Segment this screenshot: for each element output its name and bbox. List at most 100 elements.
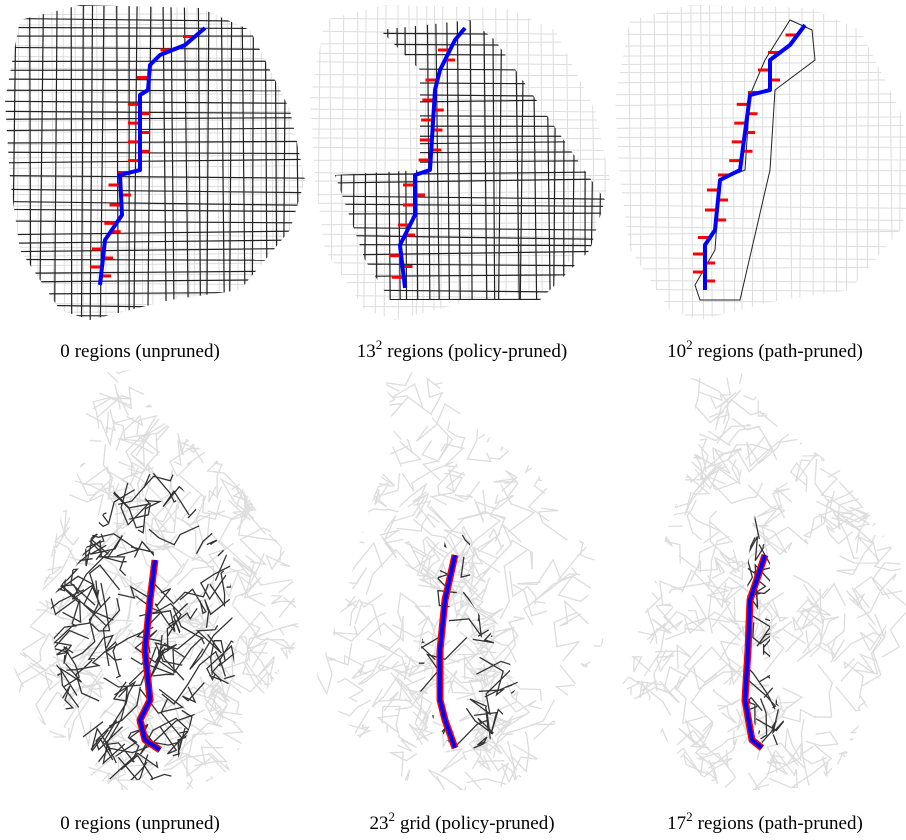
road [786,576,790,609]
road [642,396,669,457]
road [838,421,878,476]
street [5,239,305,244]
road [681,374,730,425]
road [71,550,111,608]
street [615,61,906,66]
road [578,716,604,743]
road [745,515,787,540]
caption-exponent: 2 [686,809,693,824]
road [16,632,56,677]
street [335,140,605,146]
road [181,682,205,704]
road [620,603,630,662]
road [558,397,582,447]
road [66,440,96,497]
road [864,441,906,478]
road [254,712,300,746]
road [744,377,805,431]
street [310,158,610,161]
road [416,548,449,579]
caption-number: 13 [357,341,376,362]
road [278,576,300,618]
road [804,395,846,462]
street-network [5,5,305,320]
street [5,140,305,144]
street [5,26,305,30]
street [5,258,305,261]
caption-text: grid (policy-pruned) [400,813,555,834]
road [408,639,452,678]
road [630,753,661,788]
road [751,504,781,540]
street [5,279,305,283]
road [181,494,217,574]
street [5,110,305,115]
road [484,681,518,698]
road [320,424,344,455]
road [440,443,465,468]
road [838,751,857,768]
street [751,5,756,320]
road [242,651,281,700]
road [315,699,328,726]
road [30,410,72,468]
road [351,778,376,790]
road [15,518,41,539]
road [209,570,226,608]
road [239,440,299,458]
road [836,543,873,576]
road [240,553,265,588]
road [390,660,426,687]
road [757,398,792,424]
road [620,610,641,641]
road [53,656,98,678]
street [615,101,906,106]
road [263,426,294,458]
road [211,680,231,712]
road [258,656,276,697]
road [478,656,505,697]
road [315,380,334,412]
road [886,745,906,790]
road [315,536,341,593]
road [178,389,203,421]
road [793,574,846,606]
road [61,747,110,769]
street [615,5,906,7]
road [488,527,505,556]
road [680,438,708,473]
road [754,601,770,634]
road [833,630,887,663]
street [288,5,291,320]
road [533,720,605,772]
street [310,41,610,45]
road [719,640,749,686]
road [78,619,134,661]
street [5,158,305,164]
road [59,503,80,546]
road [816,500,881,523]
street [5,314,305,318]
road [366,379,400,404]
road [476,379,496,440]
road [315,699,372,733]
road [620,676,641,704]
street [5,165,305,169]
road [143,470,177,503]
road [265,548,291,571]
road [107,475,134,515]
road [459,500,502,562]
street [5,270,305,275]
road [734,620,773,649]
street [5,302,305,307]
road [801,745,837,790]
street [294,5,300,320]
street [528,5,530,320]
road [237,731,273,751]
road [95,720,124,751]
road [172,637,205,675]
road [745,536,765,562]
street [591,5,596,320]
road [509,571,537,606]
street [170,5,175,320]
